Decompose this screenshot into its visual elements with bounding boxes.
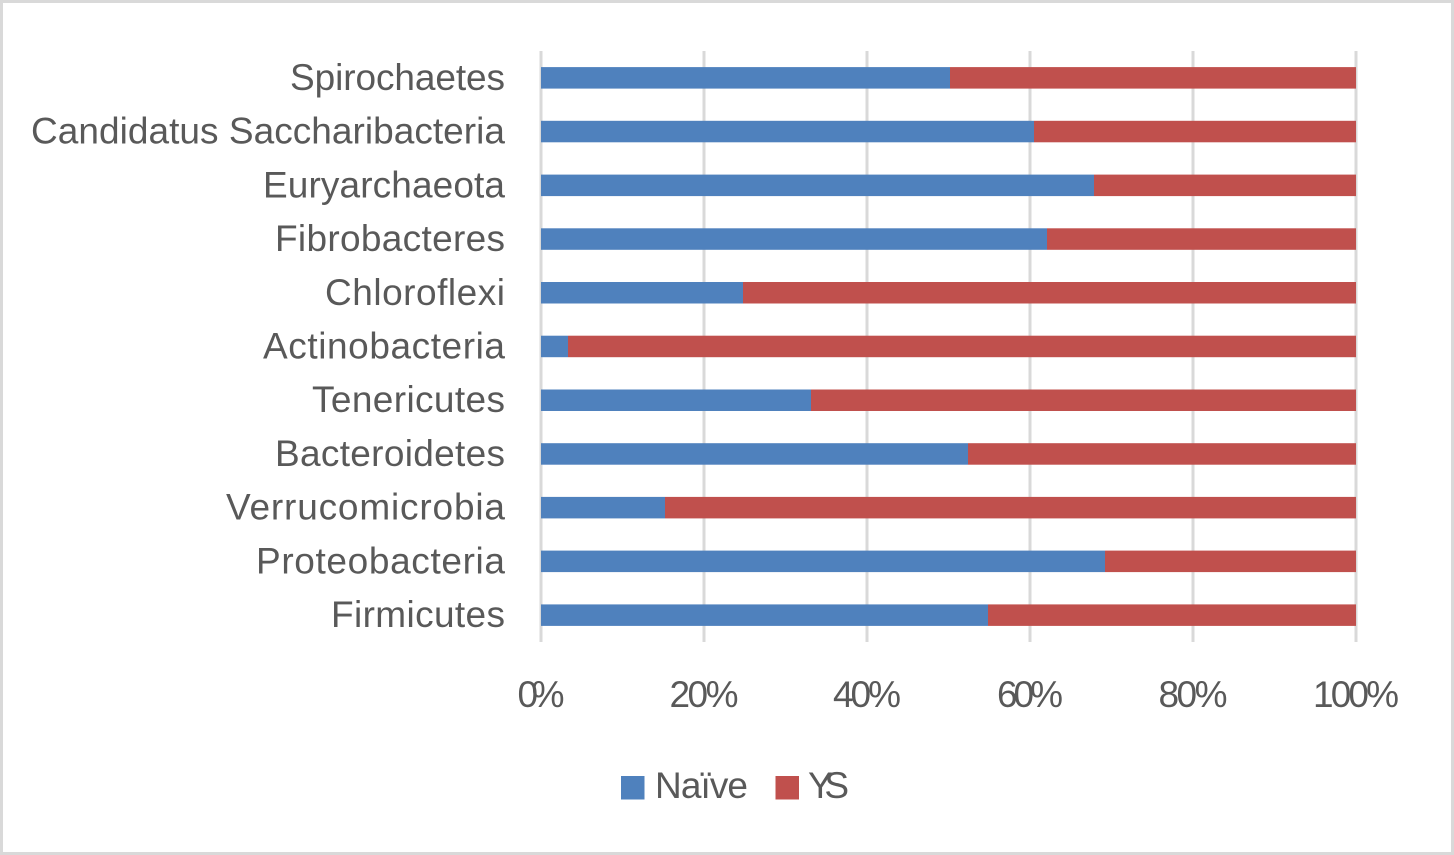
svg-text:60%: 60% — [997, 674, 1063, 715]
svg-text:100%: 100% — [1313, 674, 1399, 715]
svg-text:Actinobacteria: Actinobacteria — [263, 326, 505, 367]
svg-text:Spirochaetes: Spirochaetes — [290, 57, 505, 98]
svg-text:Firmicutes: Firmicutes — [331, 594, 505, 635]
svg-text:Candidatus Saccharibacteria: Candidatus Saccharibacteria — [31, 111, 505, 152]
svg-text:Bacteroidetes: Bacteroidetes — [275, 433, 505, 474]
svg-text:Verrucomicrobia: Verrucomicrobia — [226, 487, 505, 528]
svg-text:Chloroflexi: Chloroflexi — [325, 272, 505, 313]
svg-text:Naïve: Naïve — [655, 765, 748, 806]
svg-text:0%: 0% — [518, 674, 565, 715]
svg-text:YS: YS — [808, 765, 849, 806]
svg-text:20%: 20% — [670, 674, 739, 715]
svg-text:Fibrobacteres: Fibrobacteres — [275, 218, 505, 259]
svg-text:Euryarchaeota: Euryarchaeota — [263, 164, 505, 205]
svg-text:80%: 80% — [1159, 674, 1228, 715]
svg-text:40%: 40% — [833, 674, 901, 715]
svg-text:Proteobacteria: Proteobacteria — [256, 540, 505, 581]
svg-text:Tenericutes: Tenericutes — [312, 379, 505, 420]
